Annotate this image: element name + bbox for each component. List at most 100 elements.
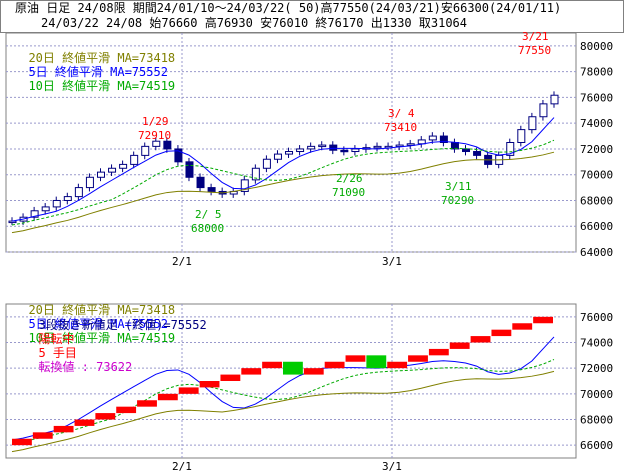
candle-body: [240, 179, 249, 192]
candle-body: [63, 196, 72, 201]
candle-body: [185, 161, 194, 178]
candle-body: [340, 149, 349, 153]
renko-up-brick: [199, 381, 220, 388]
renko-switch: 転換値 : 73622: [38, 360, 133, 374]
candle-body: [52, 199, 61, 208]
y-tick-label: 78000: [580, 66, 613, 79]
annotation-price: 73410: [384, 121, 417, 134]
renko-label: 3段抜き新値足 (終値)=75552: [38, 318, 207, 332]
renko-up-brick: [32, 432, 53, 439]
candle-body: [506, 142, 515, 156]
header-ohlc-line: 24/03/22 24/08 始76660 高76930 安76010 終761…: [41, 16, 468, 30]
candle-body: [428, 135, 437, 141]
legend-ma5-bottom: 5日 終値平滑 MA=75552: [28, 317, 168, 331]
annotation-price: 72910: [138, 129, 171, 142]
x-tick-label: 3/1: [382, 255, 402, 268]
candle-body: [329, 144, 338, 151]
renko-up-brick: [157, 393, 178, 401]
y-tick-label: 68000: [580, 194, 613, 207]
candle-body: [74, 187, 83, 198]
candle-body: [528, 116, 537, 131]
candle-body: [85, 176, 94, 189]
legend-ma5: 5日 終値平滑 MA=75552: [28, 65, 168, 79]
top-legend: 20日 終値平滑 MA=73418 5日 終値平滑 MA=75552 10日 終…: [14, 37, 175, 93]
annotation-price: 68000: [191, 222, 224, 235]
renko-up-brick: [178, 387, 199, 394]
legend-ma20: 20日 終値平滑 MA=73418: [28, 51, 176, 65]
renko-info: 3段抜き新値足 (終値)=75552 陽転中 5 手目 転換値 : 73622: [24, 304, 207, 374]
candle-body: [262, 158, 271, 169]
candle-body: [462, 148, 471, 153]
ma20-line: [11, 151, 555, 234]
renko-up-brick: [137, 400, 157, 407]
renko-up-brick: [220, 374, 241, 381]
candle-body: [351, 148, 360, 153]
candle-body: [550, 94, 559, 105]
candle-body: [108, 167, 117, 173]
annotation-price: 70290: [441, 194, 474, 207]
renko-count: 5 手目: [38, 346, 77, 360]
candle-body: [285, 151, 294, 155]
y-tick-label: 72000: [580, 143, 613, 156]
legend-ma20-bottom: 20日 終値平滑 MA=73418: [28, 303, 176, 317]
candle-body: [251, 167, 260, 181]
y-tick-label: 66000: [580, 220, 613, 233]
ma5-line-bottom: [11, 336, 555, 441]
renko-up-brick: [387, 361, 408, 369]
candle-body: [539, 103, 548, 118]
ma5-line: [11, 117, 555, 222]
renko-up-brick: [533, 316, 553, 324]
y-tick-label: 70000: [580, 169, 613, 182]
candle-body: [373, 145, 382, 149]
annotation-price: 77550: [518, 44, 551, 57]
renko-up-brick: [12, 438, 32, 446]
candle-body: [473, 151, 482, 156]
candle-body: [96, 171, 105, 178]
renko-up-brick: [53, 425, 74, 433]
legend-ma10-bottom: 10日 終値平滑 MA=74519: [28, 331, 176, 345]
candle-body: [273, 153, 282, 160]
renko-up-brick: [491, 329, 512, 337]
annotation-date: 3/ 4: [388, 107, 415, 120]
x-tick-label: 2/1: [172, 460, 192, 473]
candle-body: [517, 129, 526, 143]
y-tick-label: 68000: [580, 414, 613, 427]
annotation-date: 2/ 5: [195, 208, 222, 221]
candle-body: [119, 163, 128, 169]
y-tick-label: 66000: [580, 439, 613, 452]
ma20-line-bottom: [11, 370, 555, 453]
candle-body: [196, 176, 205, 189]
candle-body: [152, 140, 161, 147]
candle-body: [318, 144, 327, 148]
y-tick-label: 70000: [580, 388, 613, 401]
renko-up-brick: [324, 361, 345, 369]
renko-up-brick: [262, 361, 282, 369]
legend-ma10: 10日 終値平滑 MA=74519: [28, 79, 176, 93]
renko-up-brick: [428, 348, 449, 356]
candle-body: [174, 148, 183, 163]
chart-header: 原油 日足 24/08限 期間24/01/10～24/03/22( 50)高77…: [0, 0, 624, 33]
y-tick-label: 64000: [580, 246, 613, 259]
annotation-date: 2/26: [336, 172, 363, 185]
y-tick-label: 76000: [580, 91, 613, 104]
candle-body: [41, 206, 50, 212]
renko-up-brick: [408, 355, 428, 362]
candle-body: [30, 210, 39, 218]
y-tick-label: 74000: [580, 337, 613, 350]
renko-up-brick: [95, 413, 116, 420]
renko-up-brick: [116, 406, 137, 414]
x-tick-label: 2/1: [172, 255, 192, 268]
x-tick-label: 3/1: [382, 460, 402, 473]
header-period-line: 原油 日足 24/08限 期間24/01/10～24/03/22( 50)高77…: [15, 1, 562, 15]
annotation-date: 3/11: [445, 180, 472, 193]
bottom-legend: 20日 終値平滑 MA=73418 5日 終値平滑 MA=75552 10日 終…: [14, 289, 175, 345]
renko-up-brick: [470, 336, 491, 343]
annotation-date: 1/29: [142, 115, 169, 128]
candle-body: [207, 187, 216, 192]
candle-body: [141, 145, 150, 156]
renko-up-brick: [74, 419, 95, 426]
renko-state: 陽転中: [38, 332, 75, 346]
renko-up-brick: [449, 342, 470, 349]
renko-panel-frame: [5, 303, 577, 459]
